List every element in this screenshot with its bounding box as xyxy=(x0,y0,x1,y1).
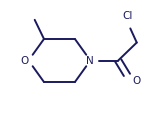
Text: O: O xyxy=(20,56,29,65)
Text: N: N xyxy=(86,56,94,65)
Text: Cl: Cl xyxy=(122,11,133,21)
Text: O: O xyxy=(132,76,140,86)
